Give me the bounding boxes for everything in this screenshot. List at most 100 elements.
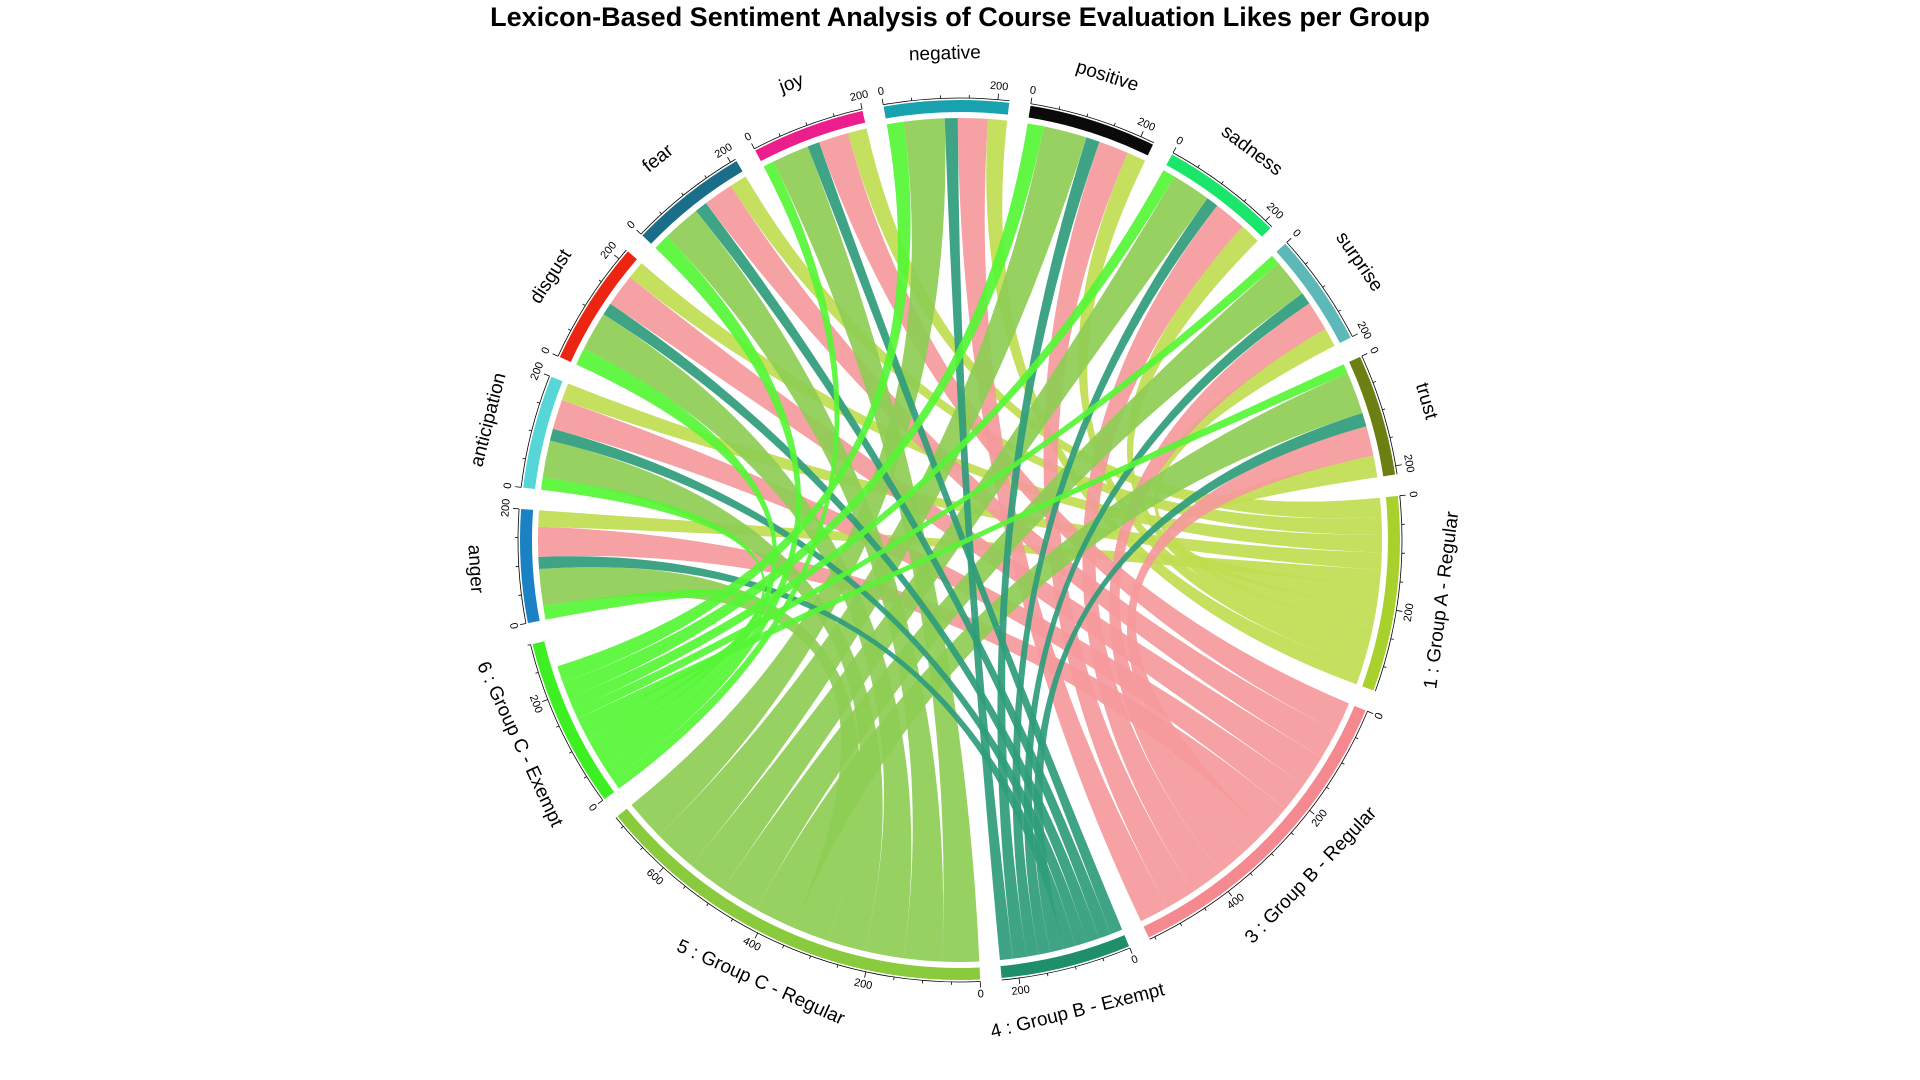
tick-label: 0: [502, 482, 515, 490]
sector-axis: [1172, 152, 1273, 228]
tick-label: 0: [1029, 84, 1037, 97]
tick-label: 200: [849, 88, 870, 104]
axis-tick: [782, 945, 785, 949]
axis-tick: [1399, 494, 1406, 497]
axis-tick: [681, 192, 684, 196]
sector-axis: [754, 108, 863, 150]
sector-arc: [1166, 154, 1271, 237]
chord-link: [583, 314, 912, 959]
axis-tick: [1382, 408, 1386, 411]
tick-label: 200: [713, 141, 735, 161]
sector-label: negative: [909, 42, 981, 65]
axis-tick: [519, 623, 527, 626]
axis-tick: [1367, 710, 1374, 714]
tick-label: 200: [528, 360, 546, 382]
chord-link: [667, 210, 944, 962]
axis-tick: [1322, 285, 1326, 288]
tick-label: 0: [877, 85, 885, 98]
axis-tick: [515, 486, 522, 488]
axis-tick: [1355, 737, 1359, 740]
chord-link: [538, 567, 860, 942]
axis-tick: [1250, 872, 1253, 876]
axis-tick: [1172, 147, 1177, 153]
tick-label: 200: [1309, 807, 1330, 829]
axis-tick: [542, 699, 548, 703]
sector-axis: [1001, 947, 1130, 981]
chord-link: [1109, 303, 1326, 873]
axis-tick: [527, 644, 531, 646]
axis-tick: [1390, 638, 1394, 640]
axis-tick: [704, 175, 707, 179]
sector-arc: [519, 508, 540, 624]
chord-link: [576, 348, 777, 766]
sector-label: trust: [1411, 380, 1442, 422]
chord-links: [538, 118, 1382, 962]
axis-tick: [1197, 164, 1200, 168]
chord-link: [658, 126, 1087, 866]
chord-link: [543, 589, 764, 740]
axis-tick: [809, 955, 811, 959]
axis-tick: [583, 776, 587, 779]
axis-tick: [1395, 464, 1402, 467]
tick-label: 200: [527, 693, 545, 714]
chord-link: [807, 142, 1123, 935]
chord-link: [997, 137, 1100, 959]
axis-tick: [1154, 936, 1157, 940]
chord-link: [944, 118, 1014, 961]
chord-link: [1078, 152, 1369, 667]
sector-axis: [557, 249, 627, 357]
axis-tick: [864, 971, 867, 978]
chord-link: [1167, 455, 1380, 609]
sector-arc: [1028, 105, 1154, 156]
axis-tick: [556, 725, 560, 728]
tick-label: 0: [1130, 953, 1140, 966]
tick-label: 200: [989, 80, 1008, 94]
axis-tick: [751, 143, 755, 149]
axis-tick: [1265, 216, 1271, 221]
tick-label: 0: [1407, 491, 1420, 498]
axis-tick: [543, 373, 550, 377]
axis-tick: [1309, 810, 1315, 815]
sector-label: fear: [639, 140, 678, 177]
axis-tick: [1326, 786, 1330, 790]
axis-tick: [535, 671, 539, 674]
chord-link: [957, 118, 1168, 922]
axis-tick: [730, 918, 733, 922]
axis-tick: [1204, 907, 1207, 911]
sector-label: joy: [776, 69, 807, 98]
tick-label: 0: [1174, 135, 1185, 148]
sector-tracks: 0 200 0 200 0 200 0 200 0 200 0 200 0 200 400 0 200 0 200 4…: [499, 80, 1419, 1001]
tick-label: 0: [625, 219, 638, 232]
axis-tick: [636, 229, 642, 235]
axis-tick: [597, 799, 604, 805]
tick-label: 0: [1373, 711, 1386, 721]
sector-axis: [883, 97, 1010, 106]
axis-tick: [552, 353, 559, 357]
chord-link: [561, 383, 1382, 571]
axis-tick: [1086, 113, 1089, 117]
chart-title: Lexicon-Based Sentiment Analysis of Cour…: [490, 2, 1430, 32]
axis-tick: [1286, 238, 1292, 243]
sector-arc: [642, 160, 743, 244]
axis-tick: [620, 826, 624, 829]
axis-tick: [522, 457, 526, 460]
axis-tick: [614, 254, 620, 260]
tick-label: 200: [499, 498, 512, 517]
sector-axis: [1030, 103, 1155, 144]
tick-label: 0: [1367, 345, 1380, 356]
axis-tick: [778, 133, 781, 137]
sector-arc: [1000, 935, 1130, 979]
tick-label: 600: [644, 867, 666, 888]
sector-label: anger: [463, 544, 487, 594]
axis-tick: [598, 279, 602, 282]
tick-label: 200: [1011, 984, 1031, 998]
chord-link: [577, 364, 1348, 728]
sector-arc: [1362, 495, 1400, 691]
axis-tick: [727, 156, 731, 163]
tick-label: 0: [743, 130, 754, 143]
sector-axis: [520, 375, 550, 488]
sector-axis: [517, 508, 527, 624]
sector-arc: [1276, 243, 1351, 344]
axis-tick: [805, 122, 808, 126]
